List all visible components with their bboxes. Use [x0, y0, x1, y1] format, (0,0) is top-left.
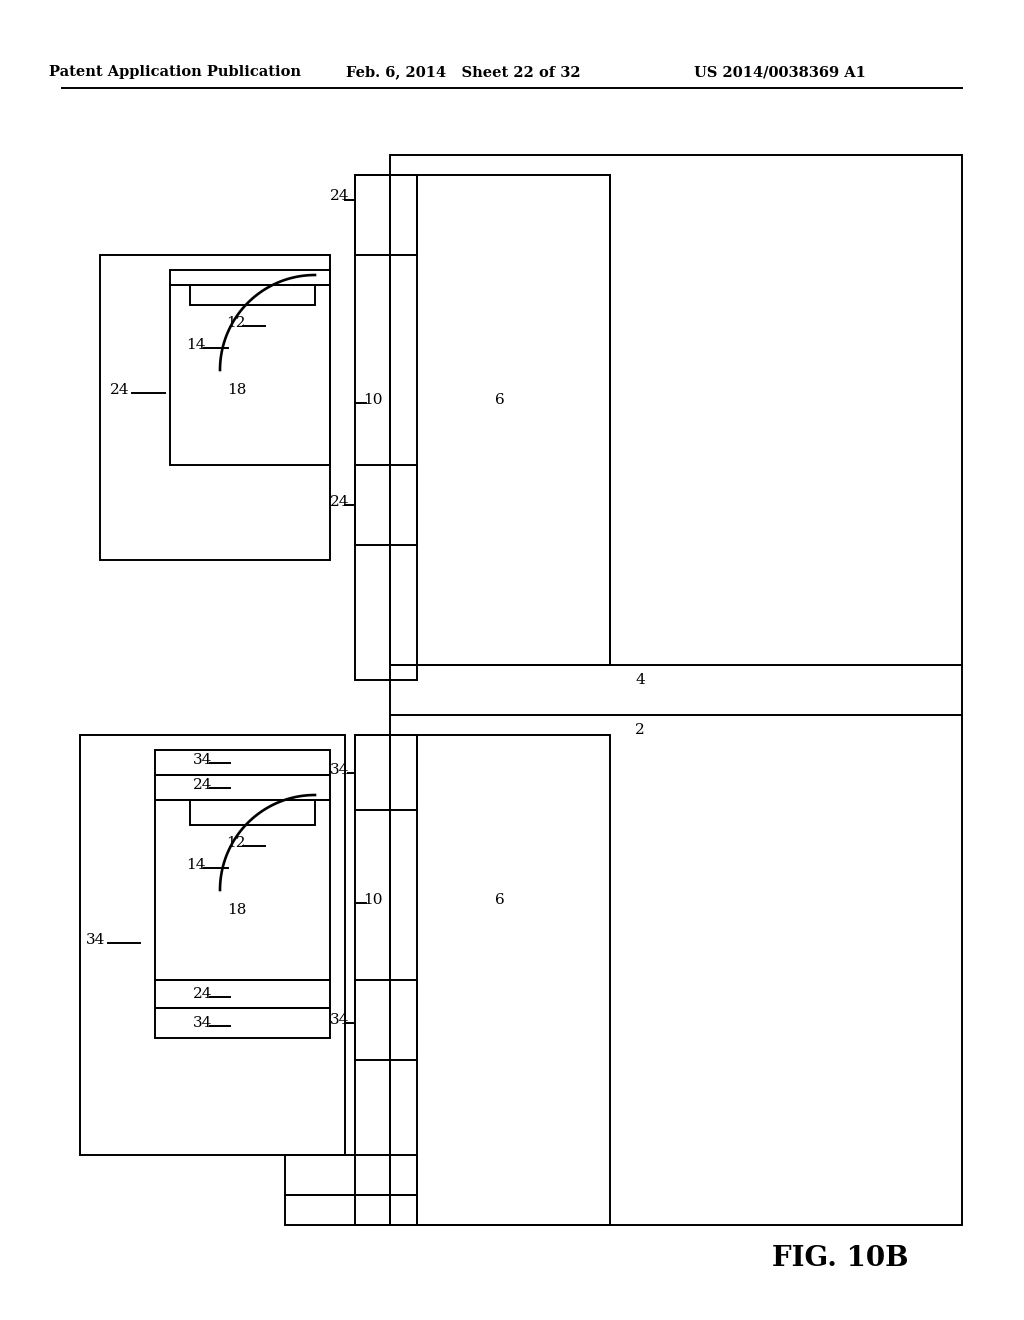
Bar: [355, 176, 417, 680]
Text: 34: 34: [194, 1016, 213, 1030]
Bar: [155, 775, 330, 800]
Bar: [170, 285, 330, 465]
Text: 4: 4: [635, 673, 645, 686]
Text: 24: 24: [331, 189, 350, 203]
Text: 24: 24: [331, 495, 350, 510]
Bar: [100, 255, 330, 560]
Bar: [285, 1195, 417, 1225]
Text: 24: 24: [194, 777, 213, 792]
Bar: [190, 285, 315, 305]
Text: US 2014/0038369 A1: US 2014/0038369 A1: [694, 65, 866, 79]
Text: 34: 34: [194, 752, 213, 767]
Text: 24: 24: [194, 987, 213, 1001]
Bar: [170, 271, 330, 285]
Bar: [155, 979, 330, 1008]
Text: 6: 6: [496, 894, 505, 907]
Bar: [355, 979, 417, 1060]
Bar: [390, 176, 610, 665]
Bar: [390, 154, 962, 1225]
Text: 6: 6: [496, 393, 505, 407]
Text: 18: 18: [227, 383, 247, 397]
Text: 24: 24: [111, 383, 130, 397]
Text: FIG. 10B: FIG. 10B: [772, 1245, 908, 1271]
Text: 12: 12: [226, 836, 246, 850]
Text: 14: 14: [186, 338, 206, 352]
Bar: [285, 1155, 417, 1195]
Text: 18: 18: [227, 903, 247, 917]
Text: 34: 34: [331, 763, 349, 777]
Text: 34: 34: [86, 933, 105, 946]
Bar: [390, 735, 610, 1225]
Bar: [190, 800, 315, 825]
Bar: [80, 735, 345, 1155]
Bar: [355, 735, 417, 1225]
Text: 14: 14: [186, 858, 206, 873]
Bar: [155, 800, 330, 979]
Bar: [355, 465, 417, 545]
Bar: [355, 735, 417, 810]
Bar: [155, 750, 330, 775]
Text: 10: 10: [364, 894, 383, 907]
Text: Feb. 6, 2014   Sheet 22 of 32: Feb. 6, 2014 Sheet 22 of 32: [346, 65, 581, 79]
Text: Patent Application Publication: Patent Application Publication: [49, 65, 301, 79]
Text: 34: 34: [331, 1012, 349, 1027]
Text: 2: 2: [635, 723, 645, 737]
Text: 10: 10: [364, 393, 383, 407]
Text: 12: 12: [226, 315, 246, 330]
Bar: [355, 176, 417, 255]
Bar: [155, 1008, 330, 1038]
